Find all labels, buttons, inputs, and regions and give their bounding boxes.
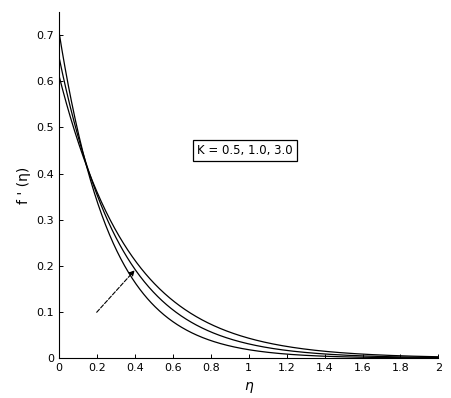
- Y-axis label: f ' (η): f ' (η): [17, 166, 31, 204]
- Text: K = 0.5, 1.0, 3.0: K = 0.5, 1.0, 3.0: [197, 144, 292, 157]
- X-axis label: η: η: [244, 378, 253, 392]
